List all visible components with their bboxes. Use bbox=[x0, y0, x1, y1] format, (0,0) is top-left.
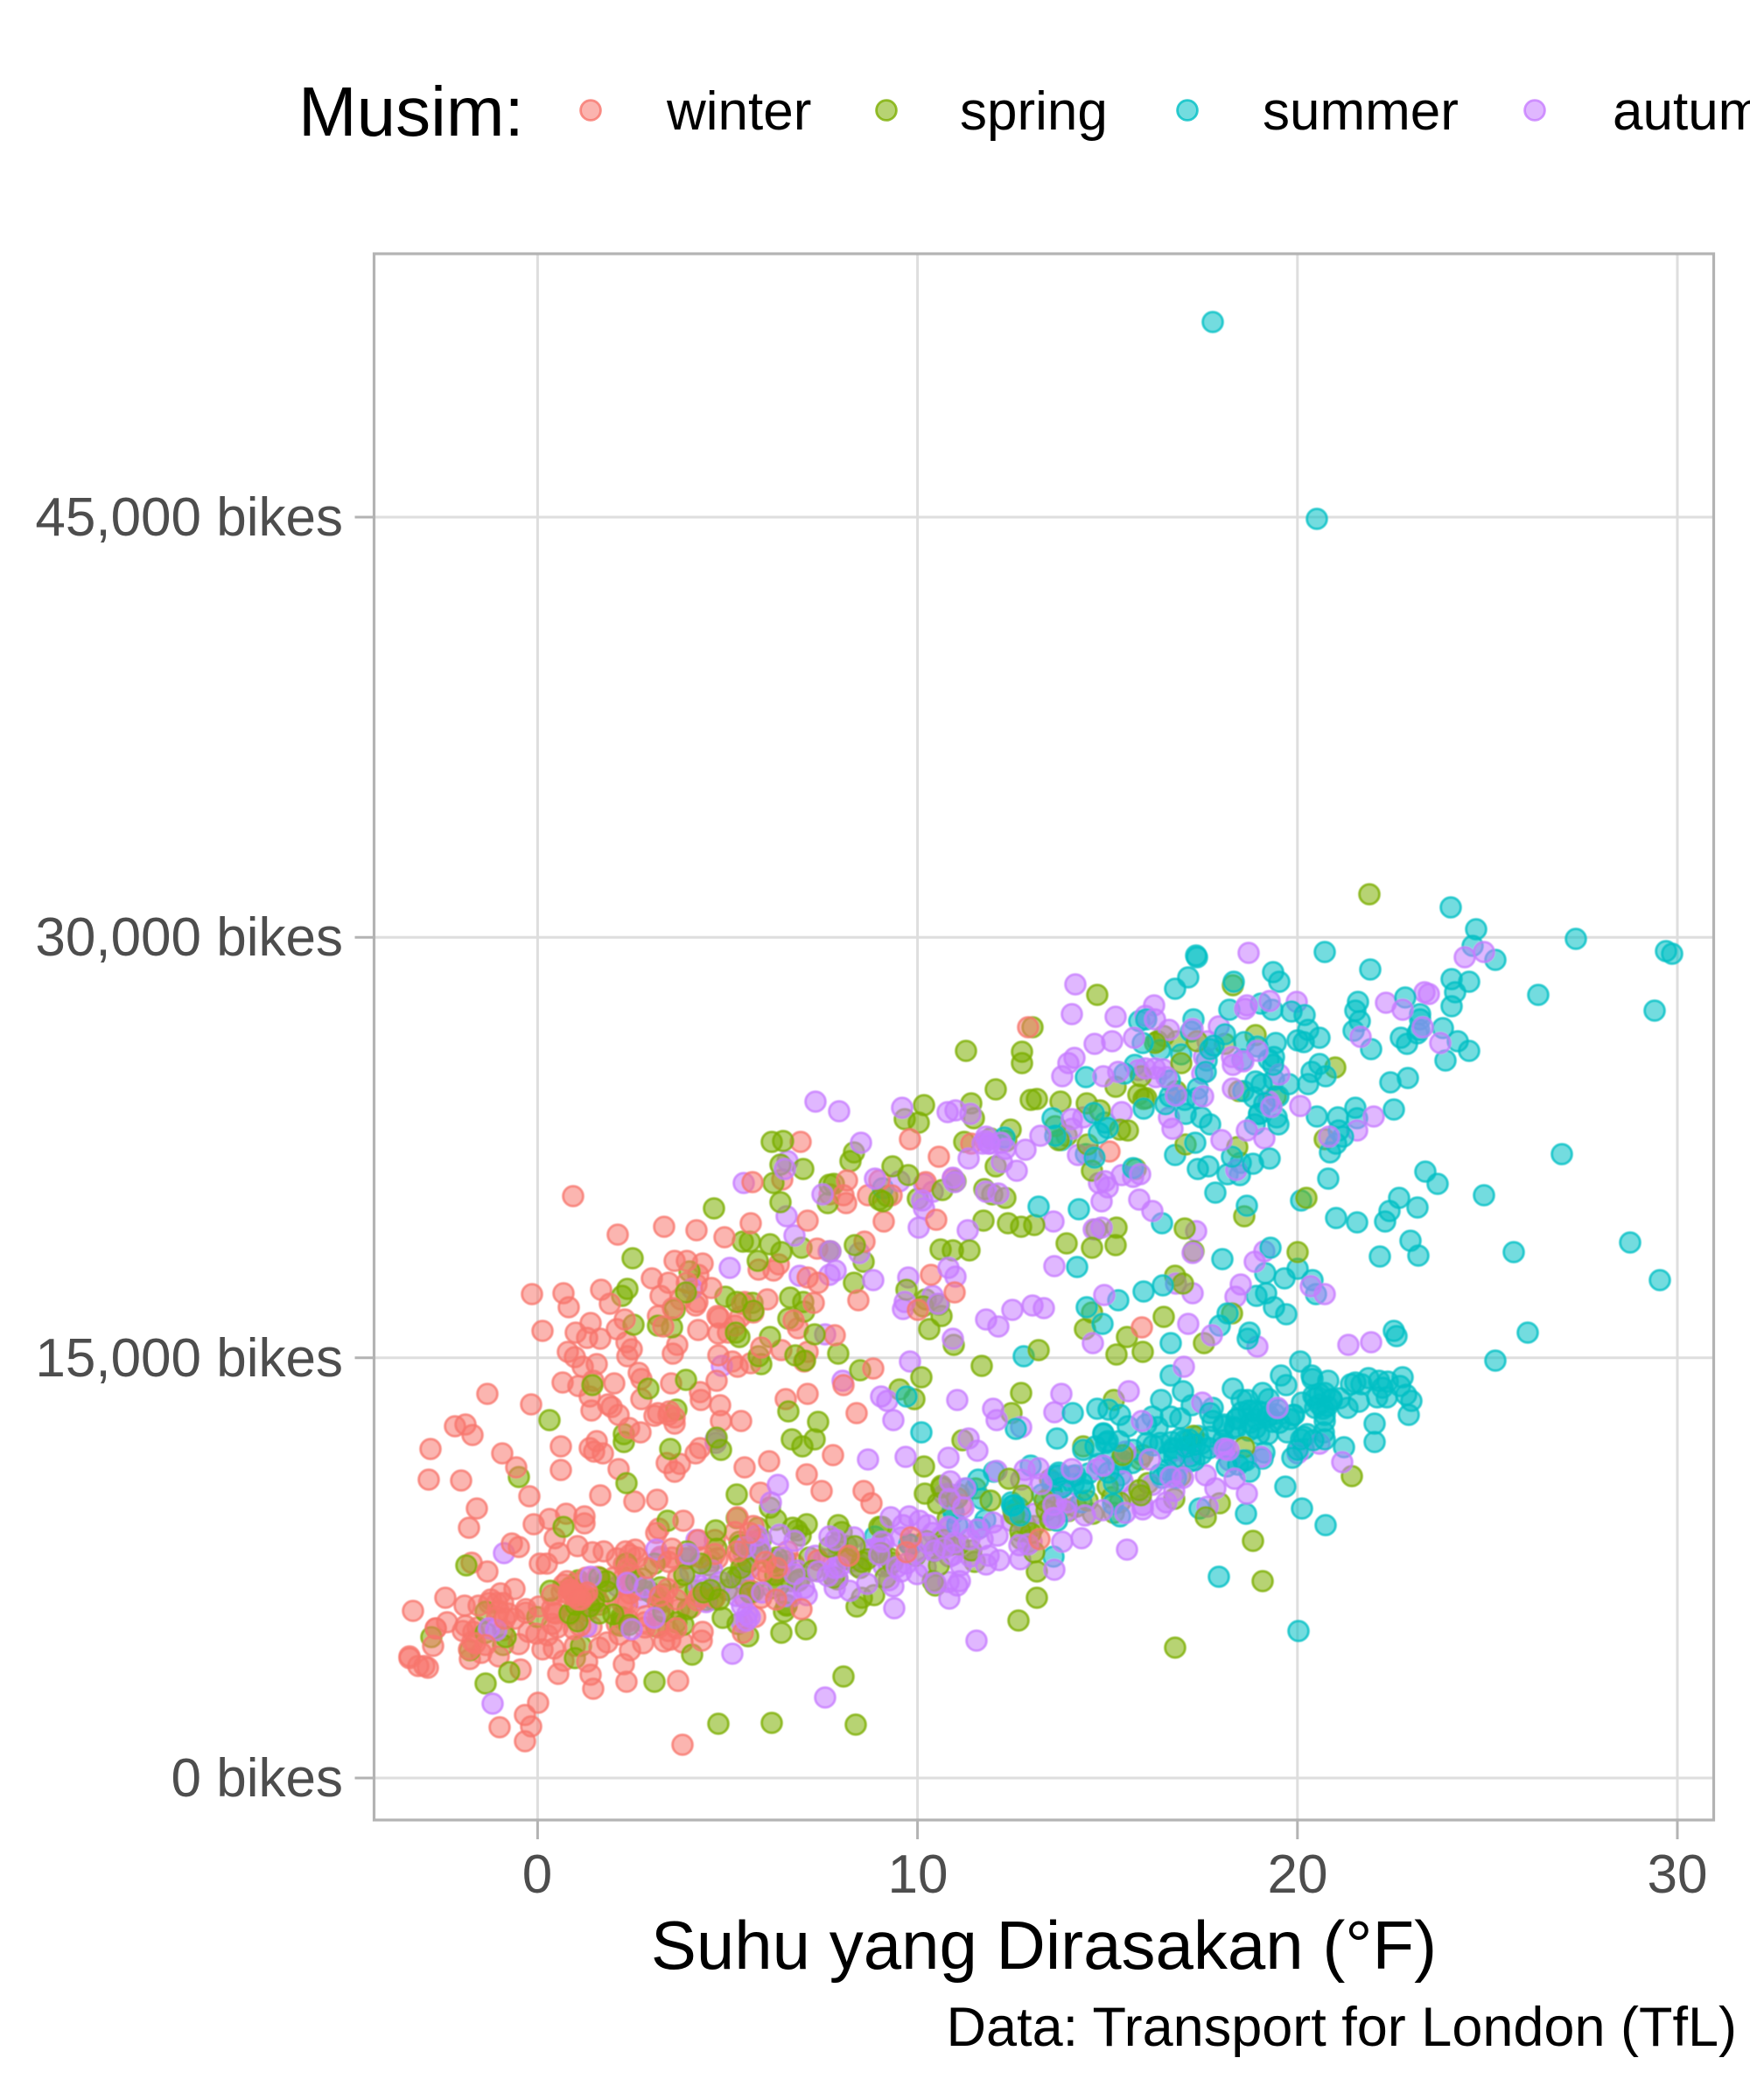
svg-text:winter: winter bbox=[666, 81, 811, 142]
svg-text:20: 20 bbox=[1268, 1844, 1328, 1905]
svg-text:30: 30 bbox=[1648, 1844, 1708, 1905]
svg-text:Musim:: Musim: bbox=[298, 73, 524, 150]
svg-text:45,000 bikes: 45,000 bikes bbox=[35, 487, 343, 548]
svg-text:spring: spring bbox=[960, 81, 1108, 142]
svg-text:autumn: autumn bbox=[1613, 81, 1750, 142]
svg-text:summer: summer bbox=[1263, 81, 1459, 142]
svg-text:0 bikes: 0 bikes bbox=[172, 1748, 343, 1809]
svg-text:30,000 bikes: 30,000 bikes bbox=[35, 907, 343, 968]
svg-text:0: 0 bbox=[522, 1844, 552, 1905]
svg-text:Data: Transport for London (Tf: Data: Transport for London (TfL) bbox=[947, 1997, 1737, 2058]
svg-text:10: 10 bbox=[888, 1844, 948, 1905]
svg-text:15,000 bikes: 15,000 bikes bbox=[35, 1328, 343, 1389]
svg-text:Suhu yang Dirasakan (°F): Suhu yang Dirasakan (°F) bbox=[651, 1907, 1437, 1984]
